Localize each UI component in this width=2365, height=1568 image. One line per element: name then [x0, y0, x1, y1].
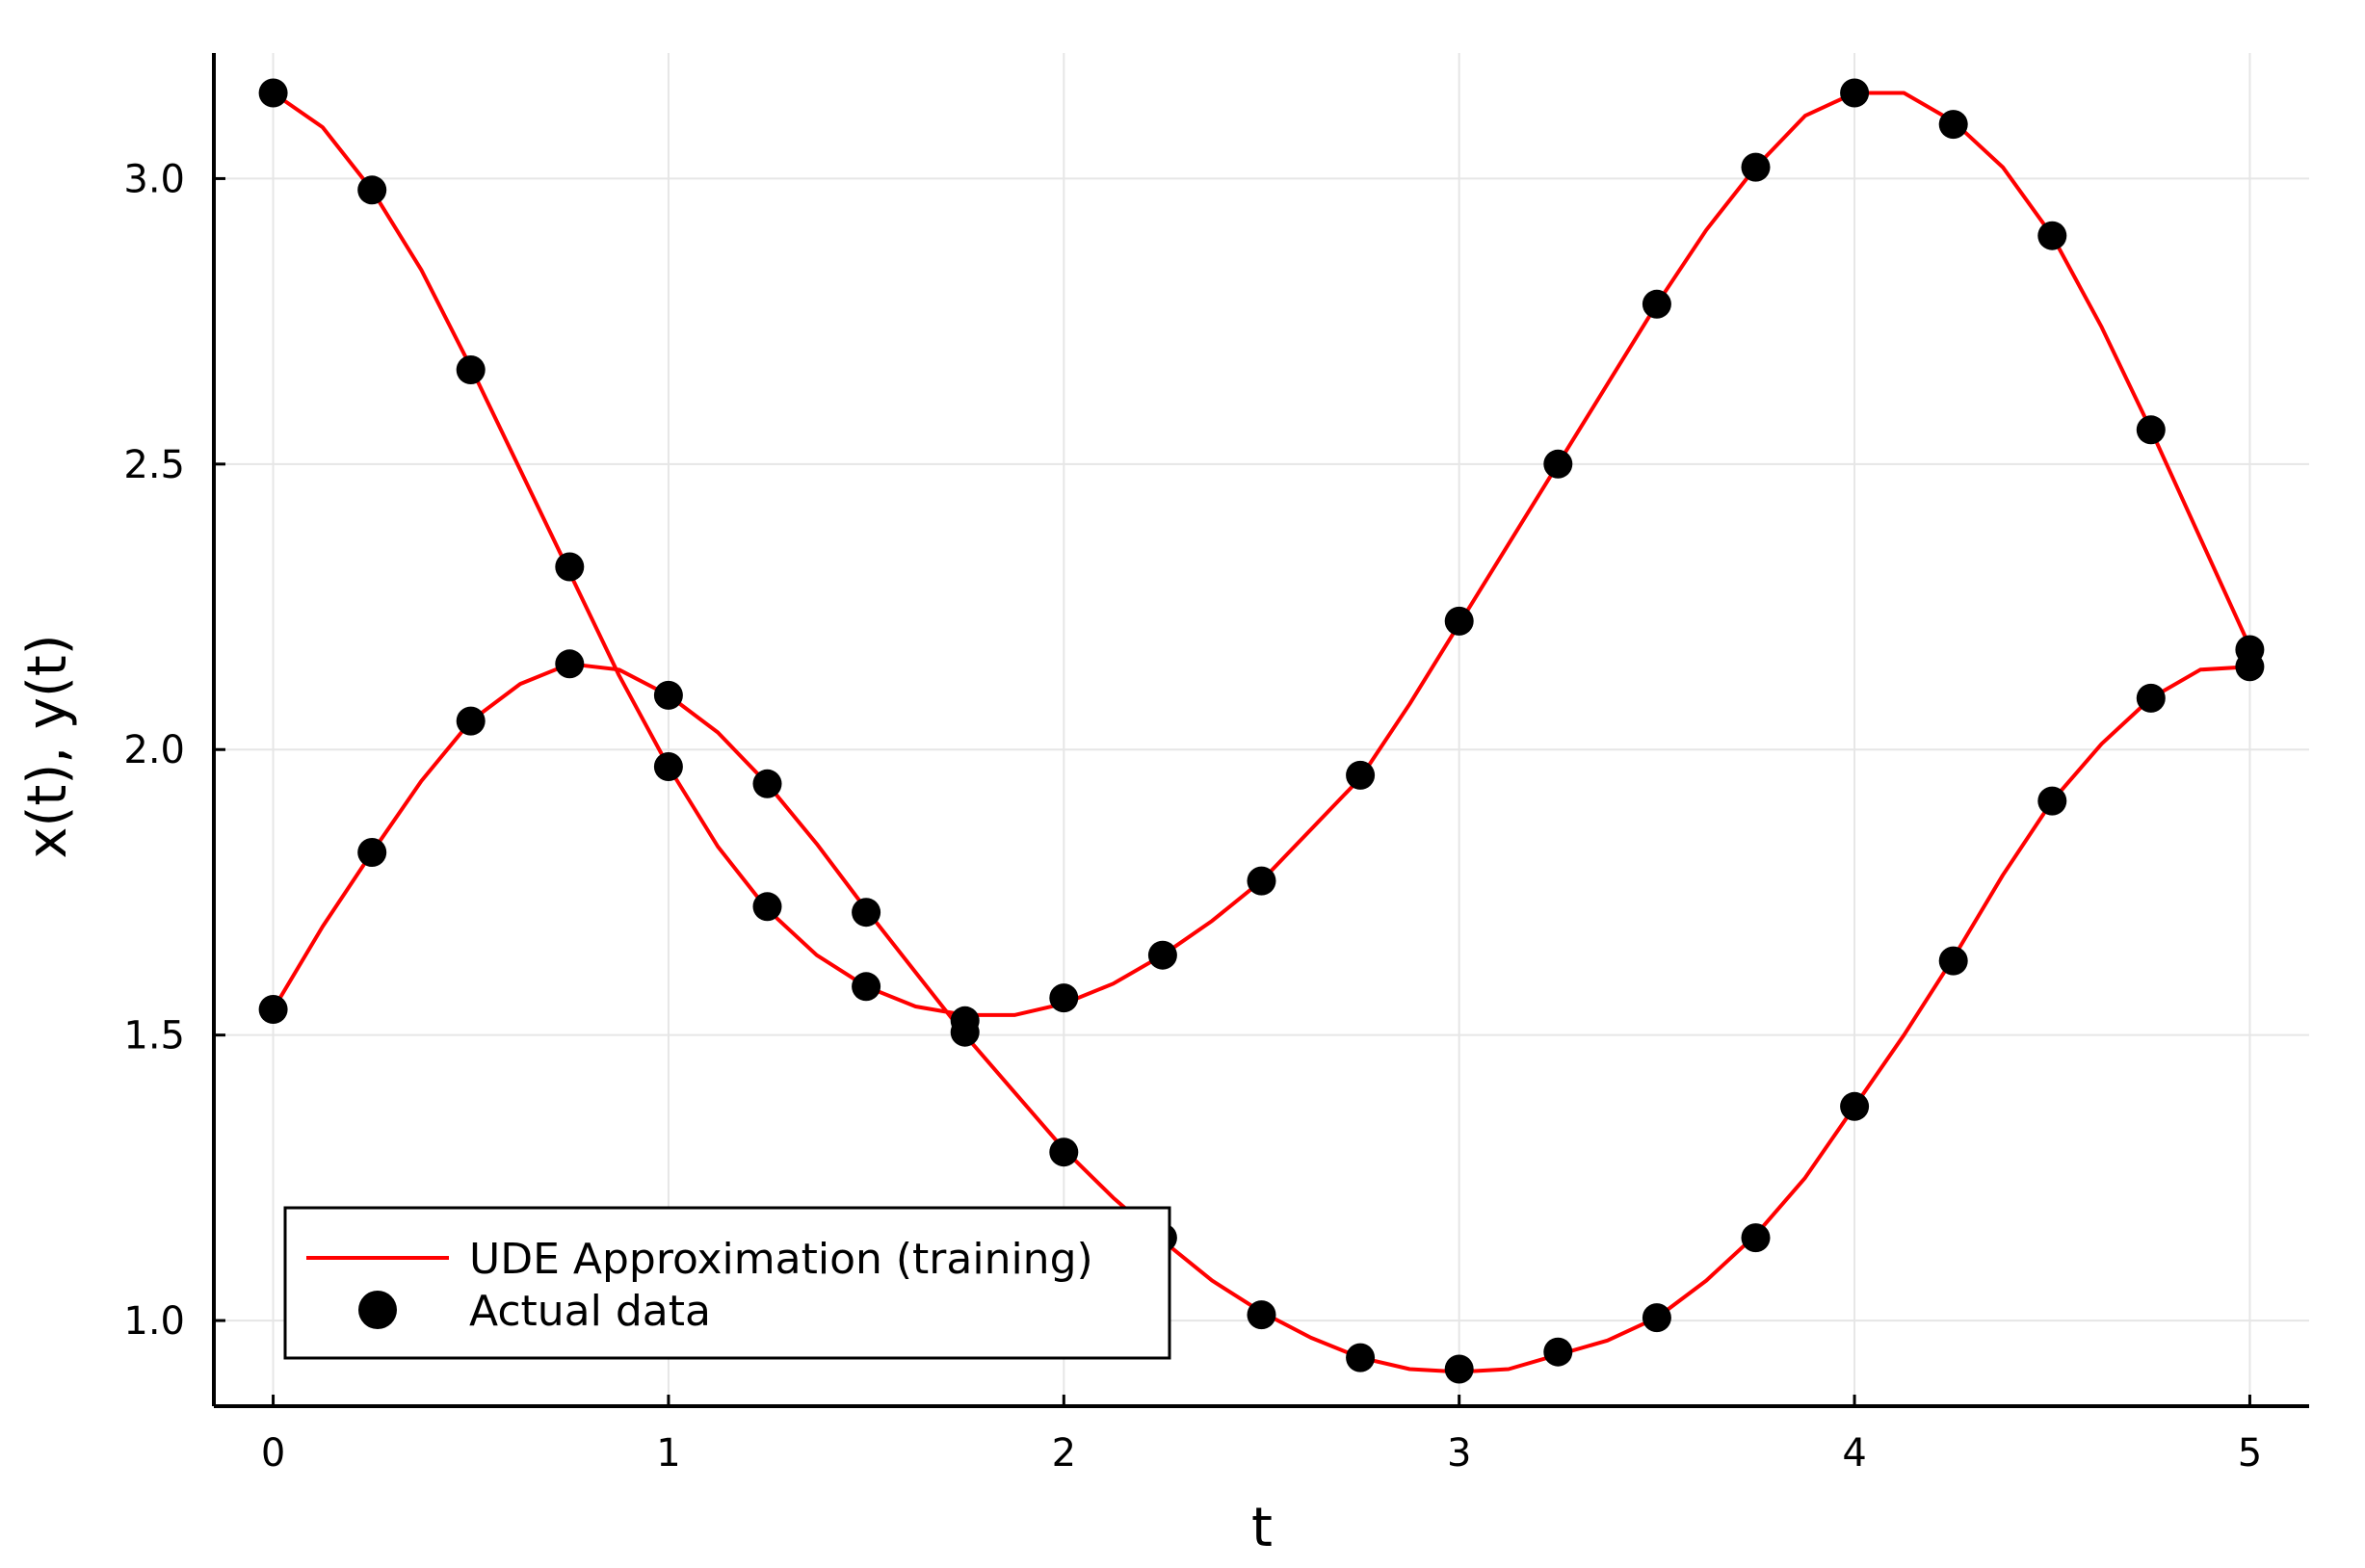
data-point	[1147, 940, 1177, 970]
data-point	[1938, 946, 1968, 976]
legend-label-ude: UDE Approximation (training)	[469, 1235, 1093, 1284]
data-point	[555, 552, 585, 582]
data-point	[555, 649, 585, 679]
scatter-series	[258, 78, 2265, 1384]
x-ticks: 0 1 2 3 4 5	[261, 1395, 2262, 1476]
data-point	[1346, 760, 1376, 790]
data-point	[1741, 1223, 1771, 1253]
data-point	[653, 752, 683, 781]
data-point	[2037, 221, 2067, 250]
data-point	[1840, 78, 1870, 108]
data-point	[852, 898, 881, 928]
legend: UDE Approximation (training) Actual data	[283, 1206, 1171, 1360]
y-tick-label: 1.5	[123, 1014, 185, 1058]
data-point	[357, 838, 387, 867]
data-point	[1543, 1337, 1573, 1367]
x-tick-label: 3	[1447, 1431, 1471, 1476]
data-point	[1444, 1354, 1474, 1384]
x-tick-label: 1	[656, 1431, 680, 1476]
legend-box	[283, 1206, 1171, 1360]
legend-label-actual: Actual data	[469, 1287, 711, 1336]
data-point	[357, 175, 387, 205]
data-point	[1741, 152, 1771, 182]
data-point	[1642, 1303, 1671, 1333]
x-tick-label: 4	[1842, 1431, 1866, 1476]
data-point	[456, 355, 486, 384]
x-tick-label: 5	[2238, 1431, 2262, 1476]
data-point	[1247, 1300, 1276, 1330]
legend-marker-swatch	[358, 1291, 397, 1329]
data-point	[2136, 415, 2166, 445]
y-ticks: 1.0 1.5 2.0 2.5 3.0	[123, 157, 225, 1344]
x-tick-label: 0	[261, 1431, 285, 1476]
data-point	[1444, 606, 1474, 636]
data-point	[2037, 786, 2067, 816]
data-point	[1247, 866, 1276, 896]
grid	[214, 53, 2309, 1406]
y-tick-label: 1.0	[123, 1299, 185, 1344]
data-point	[2235, 652, 2265, 682]
data-point	[752, 769, 782, 798]
data-point	[456, 706, 486, 736]
data-point	[1938, 110, 1968, 140]
y-tick-label: 3.0	[123, 157, 185, 201]
data-point	[1642, 289, 1671, 319]
data-point	[852, 972, 881, 1002]
data-point	[1840, 1091, 1870, 1121]
y-tick-label: 2.0	[123, 728, 185, 772]
x-tick-label: 2	[1052, 1431, 1076, 1476]
x-axis-title: t	[1251, 1497, 1273, 1559]
data-point	[1543, 449, 1573, 479]
data-point	[1346, 1343, 1376, 1372]
data-point	[2136, 683, 2166, 713]
data-point	[258, 78, 288, 108]
data-point	[1049, 1137, 1079, 1167]
data-point	[752, 892, 782, 922]
y-tick-label: 2.5	[123, 443, 185, 487]
data-point	[258, 995, 288, 1024]
data-point	[653, 680, 683, 710]
axes	[212, 53, 2309, 1408]
data-point	[1049, 983, 1079, 1013]
data-point	[950, 1017, 980, 1047]
y-axis-title: x(t), y(t)	[16, 634, 79, 858]
